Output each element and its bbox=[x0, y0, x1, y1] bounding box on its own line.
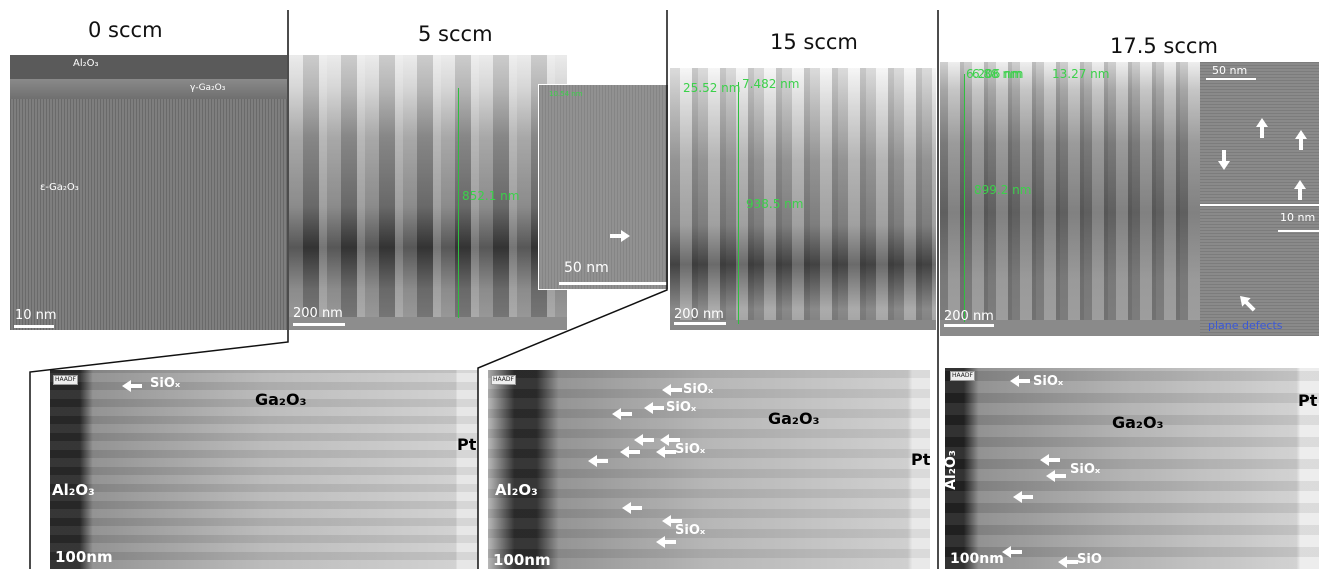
label: SiOₓ bbox=[675, 523, 706, 538]
label: SiOₓ bbox=[675, 442, 706, 457]
label: Pt bbox=[1298, 391, 1318, 410]
scale-label: 10 nm bbox=[15, 308, 57, 323]
detector-tag: HAADF bbox=[491, 375, 516, 385]
panel-title: 0 sccm bbox=[88, 18, 163, 42]
texture bbox=[289, 55, 567, 330]
label: Al₂O₃ bbox=[495, 481, 538, 499]
label: SiOₓ bbox=[666, 400, 697, 415]
substrate-layer bbox=[940, 320, 1200, 336]
label: γ-Ga₂O₃ bbox=[190, 83, 226, 93]
micrograph: 25.52 nm 7.482 nm 938.5 nm 200 nm bbox=[670, 68, 936, 330]
measurement: 899.2 nm bbox=[974, 183, 1032, 197]
detector-tag: HAADF bbox=[53, 375, 78, 385]
micrograph: 852.1 nm 200 nm bbox=[289, 55, 567, 330]
scale-label: 200 nm bbox=[944, 309, 994, 324]
haadf-image: HAADF SiOₓ SiOₓ SiOₓ SiOₓ Ga₂O₃ Pt Al₂O₃… bbox=[488, 370, 930, 569]
label: Ga₂O₃ bbox=[768, 409, 820, 428]
label: SiOₓ bbox=[683, 382, 714, 397]
interface-layer bbox=[10, 79, 287, 99]
micrograph: 6.206 nm 6.88 nm 13.27 nm 899.2 nm 200 n… bbox=[940, 62, 1200, 336]
substrate-layer bbox=[10, 55, 287, 79]
haadf-image: HAADF SiOₓ SiOₓ SiO Ga₂O₃ Pt Al₂O₃ 100nm bbox=[945, 368, 1319, 569]
scale-bar bbox=[14, 325, 54, 328]
label: Pt bbox=[911, 450, 930, 469]
label: ε-Ga₂O₃ bbox=[40, 182, 79, 193]
texture bbox=[50, 370, 478, 569]
texture bbox=[488, 370, 930, 569]
measurement: 852.1 nm bbox=[462, 189, 520, 203]
label: Pt bbox=[457, 435, 477, 454]
label: Ga₂O₃ bbox=[255, 390, 307, 409]
measure-line bbox=[458, 88, 459, 318]
measurement: 13.27 nm bbox=[1052, 67, 1110, 81]
scale-bar bbox=[1206, 78, 1256, 80]
haadf-image: HAADF SiOₓ Ga₂O₃ Pt Al₂O₃ 100nm bbox=[50, 370, 478, 569]
texture bbox=[670, 68, 936, 330]
label: SiOₓ bbox=[1033, 374, 1064, 389]
texture bbox=[945, 368, 1319, 569]
measurement: 6.206 nm bbox=[966, 67, 1024, 81]
scale-label: 100nm bbox=[950, 551, 1004, 567]
label: SiOₓ bbox=[150, 376, 181, 391]
scale-bar bbox=[293, 323, 345, 326]
detector-tag: HAADF bbox=[950, 371, 975, 381]
micrograph: Al₂O₃ γ-Ga₂O₃ ε-Ga₂O₃ 10 nm bbox=[10, 55, 287, 330]
label: SiO bbox=[1077, 552, 1102, 567]
annotation: plane defects bbox=[1208, 319, 1283, 332]
scale-bar bbox=[944, 324, 994, 327]
scale-label: 10 nm bbox=[1280, 211, 1316, 224]
label: Al₂O₃ bbox=[52, 481, 95, 499]
panel-title: 15 sccm bbox=[770, 30, 858, 54]
scale-label: 50 nm bbox=[564, 260, 609, 276]
scale-label: 50 nm bbox=[1212, 64, 1248, 77]
arrows bbox=[122, 118, 1307, 568]
substrate-layer bbox=[670, 320, 936, 330]
scale-label: 200 nm bbox=[293, 306, 343, 321]
measure-line bbox=[738, 82, 739, 324]
label: Al₂O₃ bbox=[73, 58, 99, 69]
scale-label: 200 nm bbox=[674, 307, 724, 322]
scale-bar bbox=[674, 322, 726, 325]
scale-label: 100nm bbox=[55, 548, 113, 566]
texture bbox=[940, 62, 1200, 336]
label: SiOₓ bbox=[1070, 462, 1101, 477]
scale-bar bbox=[559, 282, 667, 285]
divider-lines bbox=[29, 10, 939, 569]
inset-micrograph: 10.54 nm 50 nm bbox=[538, 84, 669, 290]
scale-bar bbox=[1278, 230, 1319, 232]
measurement: 938.5 nm bbox=[746, 197, 804, 211]
measurement: 7.482 nm bbox=[742, 77, 800, 91]
inset-divider bbox=[1200, 204, 1319, 206]
panel-title: 5 sccm bbox=[418, 22, 493, 46]
measurement: 6.88 nm bbox=[972, 67, 1022, 81]
scale-label: 100nm bbox=[493, 551, 551, 569]
substrate-layer bbox=[289, 317, 567, 330]
label: Ga₂O₃ bbox=[1112, 413, 1164, 432]
measurement: 10.54 nm bbox=[549, 90, 583, 98]
measurement: 25.52 nm bbox=[683, 81, 741, 95]
panel-title: 17.5 sccm bbox=[1110, 34, 1218, 58]
measure-line bbox=[964, 74, 965, 322]
